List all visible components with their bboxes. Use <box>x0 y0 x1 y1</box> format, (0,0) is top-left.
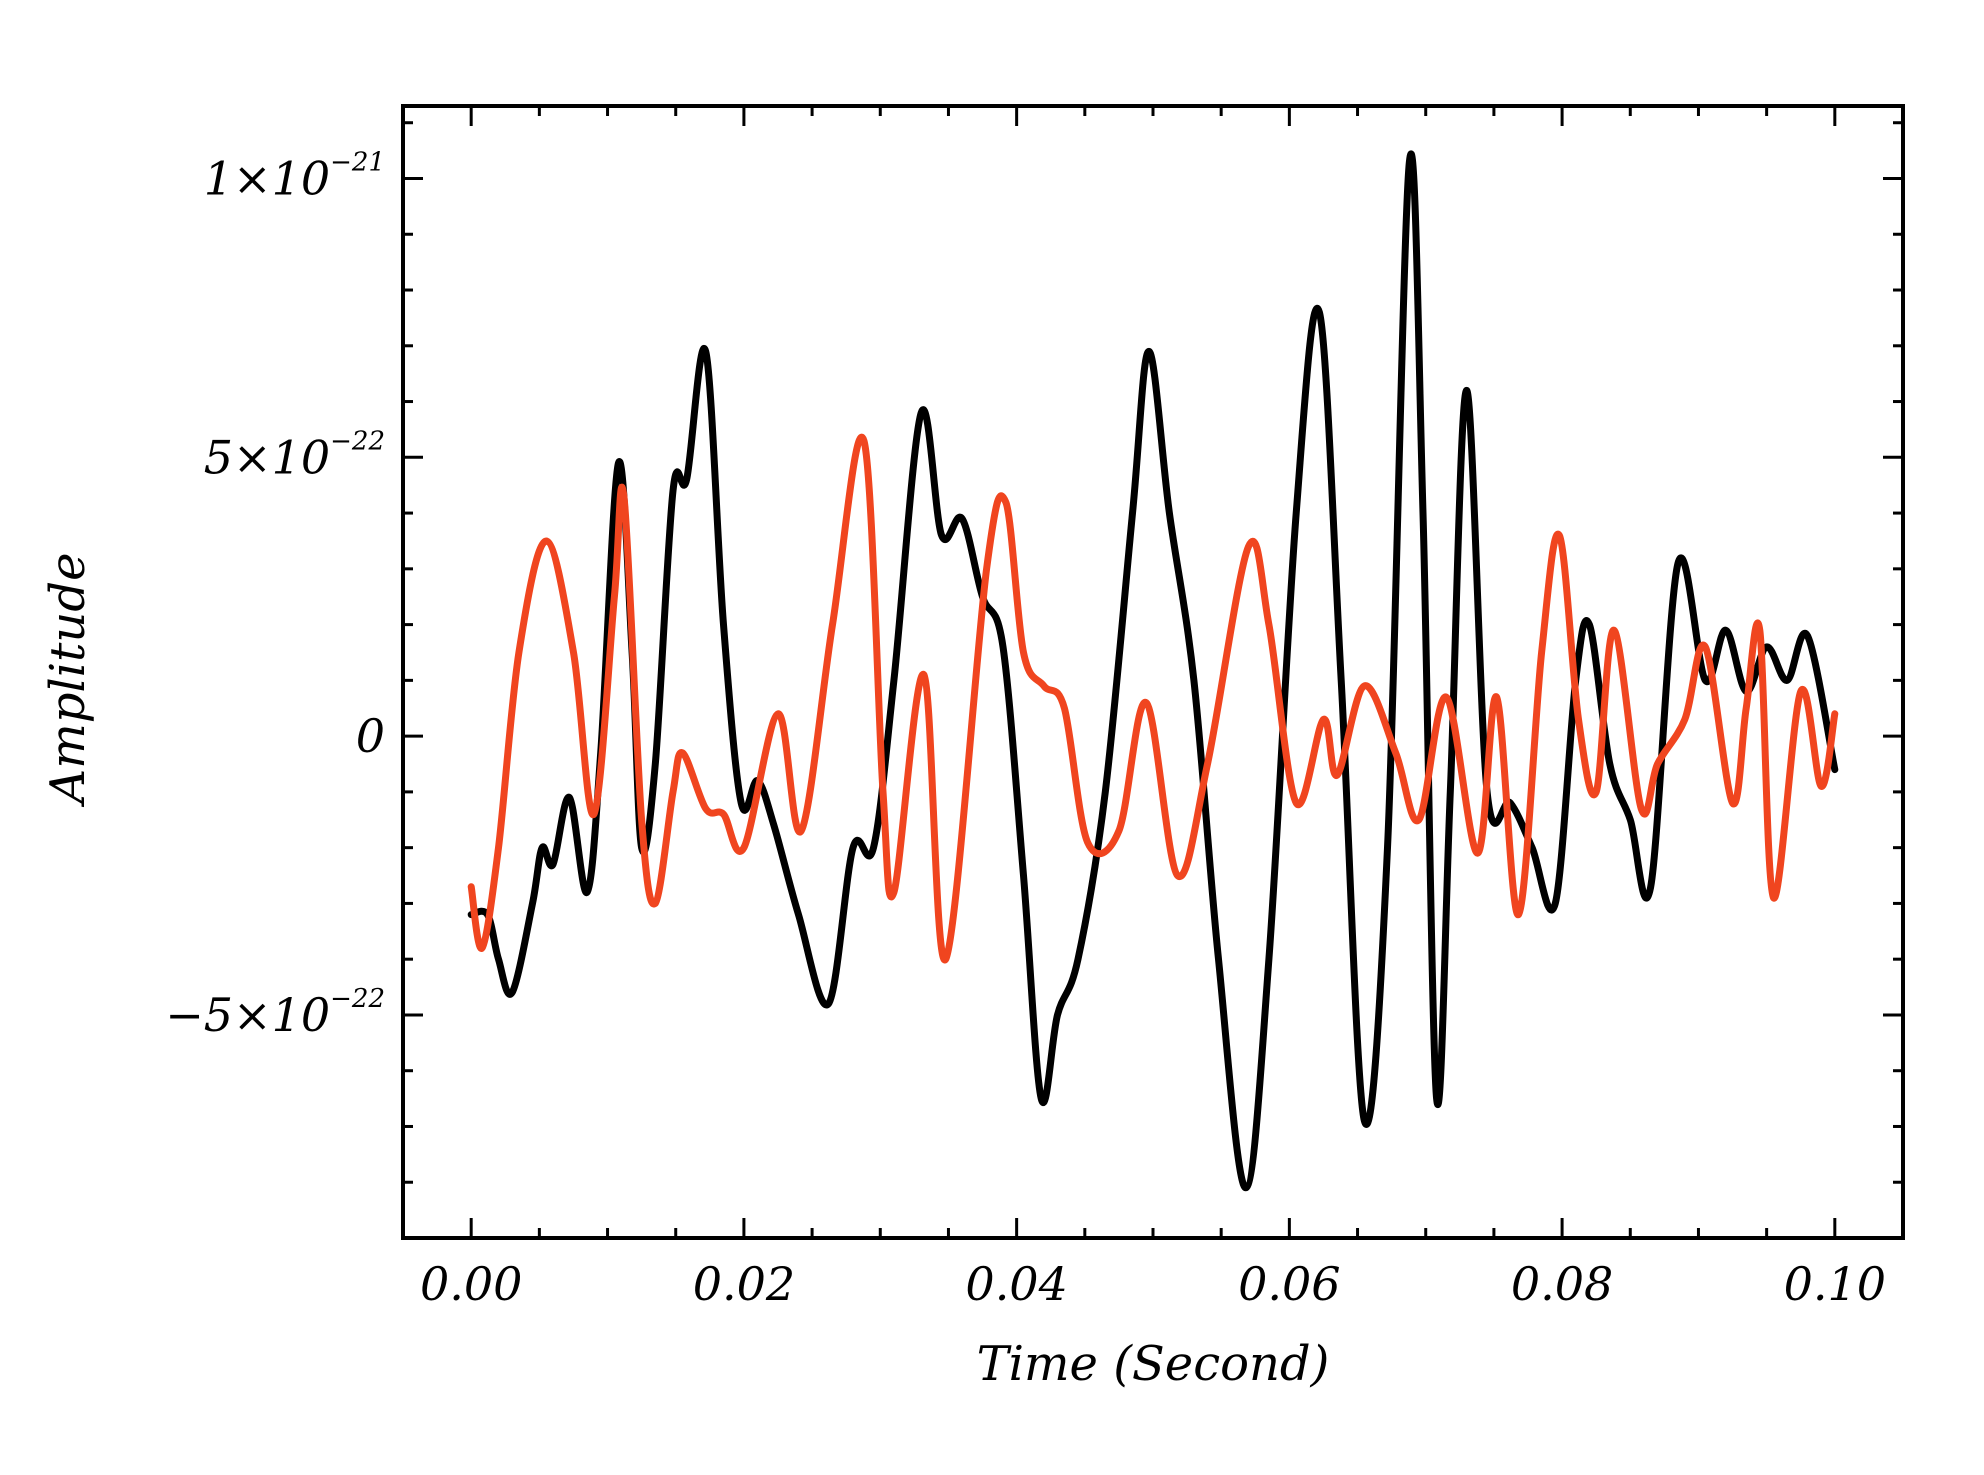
x-tick-label: 0.10 <box>1784 1257 1886 1311</box>
series-line-black <box>467 150 1839 1192</box>
x-axis-title: Time (Second) <box>977 1336 1330 1392</box>
series-layer <box>467 150 1839 1192</box>
x-tick-label: 0.02 <box>693 1257 795 1311</box>
y-tick-label: 1×10−21 <box>204 147 385 205</box>
x-tick-label: 0.00 <box>420 1257 522 1311</box>
y-axis-title: Amplitude <box>40 553 96 808</box>
labels-layer: 0.00 0.02 0.04 0.06 0.08 0.10 1×10−21 5×10−22 0 −… <box>165 147 1886 1311</box>
series-line-red <box>467 433 1839 964</box>
x-tick-label: 0.06 <box>1238 1257 1340 1311</box>
y-tick-label: 5×10−22 <box>204 426 385 484</box>
y-tick-label: 0 <box>356 709 385 763</box>
ticks-layer <box>401 106 1905 1240</box>
x-tick-label: 0.08 <box>1511 1257 1613 1311</box>
x-tick-label: 0.04 <box>965 1257 1067 1311</box>
y-tick-label: −5×10−22 <box>165 984 385 1042</box>
